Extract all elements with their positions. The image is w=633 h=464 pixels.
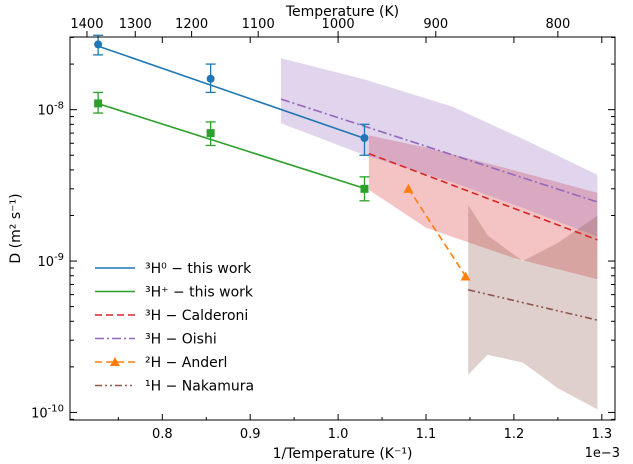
band-5	[468, 205, 598, 410]
data-point-4-1	[460, 271, 471, 281]
series-line-4	[407, 187, 467, 277]
data-point-0-0	[94, 40, 103, 49]
series-line-5	[468, 289, 598, 321]
series-line-2	[368, 152, 598, 241]
x-tick-label: 0.9	[240, 427, 261, 442]
x-axis-label: 1/Temperature (K⁻¹)	[273, 446, 413, 462]
top-tick-label: 900	[423, 17, 448, 32]
top-tick-label: 1100	[242, 17, 275, 32]
y-axis-label: D (m² s⁻¹)	[8, 193, 24, 263]
legend-label-0: ³H⁰ − this work	[145, 261, 252, 277]
legend-label-4: ²H − Anderl	[145, 355, 227, 371]
x-tick-label: 1.0	[328, 427, 349, 442]
band-3	[281, 58, 598, 237]
series-lines	[97, 45, 598, 321]
x-tick-label: 1.2	[504, 427, 525, 442]
axis-ticks: 0.8 0.9 1.0 1.1 1.2 1.3 1400 1300 1200 1100 1000 90…	[31, 17, 615, 442]
data-point-0-1	[206, 74, 215, 83]
y-tick-label: 10-9	[37, 252, 64, 270]
y-tick-label: 10-10	[31, 403, 64, 421]
series-line-1	[97, 102, 365, 190]
legend-label-3: ³H − Oishi	[145, 332, 217, 348]
series-line-3	[280, 98, 598, 203]
x-tick-label: 1.1	[416, 427, 437, 442]
x-offset-label: 1e−3	[585, 446, 620, 461]
top-tick-label: 1400	[70, 17, 103, 32]
data-point-4-0	[403, 183, 414, 193]
x-tick-label: 0.8	[152, 427, 173, 442]
top-tick-label: 1300	[119, 17, 152, 32]
uncertainty-bands	[281, 58, 598, 410]
data-point-1-1	[206, 129, 215, 138]
legend-label-2: ³H − Calderoni	[145, 308, 248, 324]
data-point-0-2	[360, 133, 369, 142]
top-tick-label: 1200	[175, 17, 208, 32]
plot-frame	[69, 36, 616, 421]
x-tick-label: 1.3	[591, 427, 612, 442]
legend-label-1: ³H⁺ − this work	[145, 285, 254, 301]
data-point-1-0	[94, 99, 103, 108]
y-tick-label: 10-8	[37, 101, 64, 119]
legend-marker-4	[110, 357, 120, 366]
legend: ³H⁰ − this work ³H⁺ − this work ³H − Calde…	[95, 261, 254, 395]
top-axis-label: Temperature (K)	[285, 4, 399, 20]
series-line-0	[97, 45, 365, 140]
top-tick-label: 1000	[322, 17, 355, 32]
legend-label-5: ¹H − Nakamura	[145, 379, 254, 395]
band-2	[368, 135, 598, 280]
data-point-1-2	[360, 184, 369, 193]
series-markers	[93, 34, 471, 281]
top-tick-label: 800	[545, 17, 570, 32]
